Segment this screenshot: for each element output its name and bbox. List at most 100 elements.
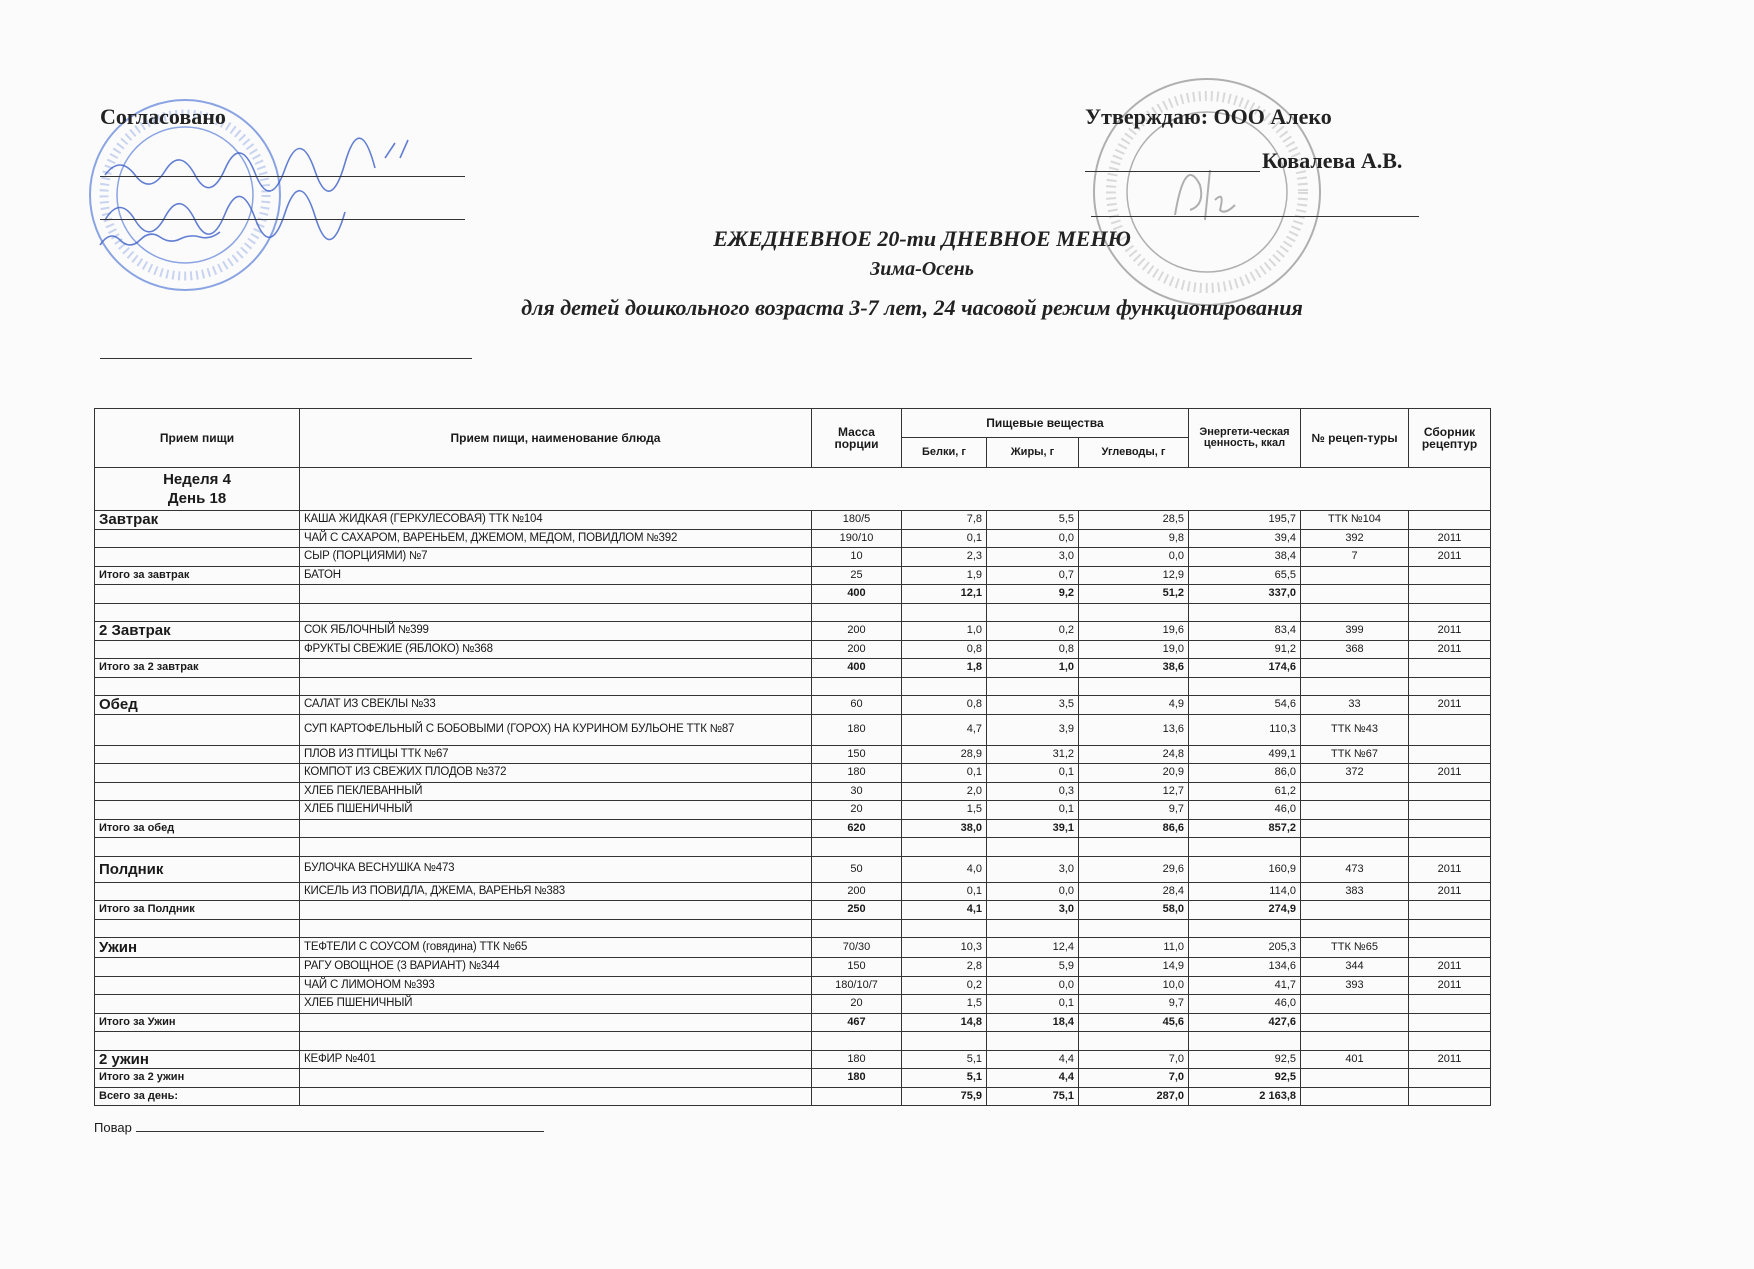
fat-cell: 5,5	[986, 510, 1079, 530]
carbs-cell: 12,7	[1078, 781, 1189, 801]
season-title: Зима-Осень	[870, 258, 974, 280]
recipe-cell	[1300, 658, 1409, 678]
header-nutrients: Пищевые вещества	[901, 408, 1189, 438]
right-stamp	[1093, 78, 1321, 306]
mass-cell: 467	[811, 1012, 902, 1032]
fat-cell: 0,7	[986, 565, 1079, 585]
carbs-cell	[1078, 676, 1189, 696]
dish-cell	[299, 1086, 812, 1106]
meal-cell	[94, 957, 300, 977]
fat-cell: 0,1	[986, 994, 1079, 1014]
recipe-cell	[1300, 565, 1409, 585]
mass-cell	[811, 1086, 902, 1106]
mass-cell: 620	[811, 818, 902, 838]
recipe-cell	[1300, 676, 1409, 696]
recipe-cell	[1300, 1012, 1409, 1032]
meal-cell: 2 Завтрак	[94, 621, 300, 641]
dish-cell	[299, 818, 812, 838]
recipe-cell	[1300, 584, 1409, 604]
recipe-cell: 33	[1300, 695, 1409, 715]
dish-cell: СЫР (ПОРЦИЯМИ) №7	[299, 547, 812, 567]
dish-cell: ФРУКТЫ СВЕЖИЕ (ЯБЛОКО) №368	[299, 639, 812, 659]
menu-table: Прием пищи Прием пищи, наименование блюд…	[94, 408, 1491, 1106]
collection-cell: 2011	[1408, 547, 1491, 567]
meal-cell: Полдник	[94, 855, 300, 883]
fat-cell: 9,2	[986, 584, 1079, 604]
meal-cell	[94, 800, 300, 820]
protein-cell: 2,8	[901, 957, 987, 977]
agreed-label: Согласовано	[100, 104, 226, 129]
carbs-cell	[1078, 602, 1189, 622]
week-row-blank	[299, 467, 1491, 511]
approver-name: Ковалева А.В.	[1262, 148, 1403, 173]
fat-cell: 3,0	[986, 855, 1079, 883]
recipe-cell	[1300, 1086, 1409, 1106]
mass-cell: 180	[811, 1068, 902, 1088]
total-row: Итого за Ужин 467 14,8 18,4 45,6 427,6	[94, 1012, 1491, 1032]
protein-cell: 5,1	[901, 1068, 987, 1088]
protein-cell: 4,1	[901, 900, 987, 920]
recipe-cell: ТТК №65	[1300, 937, 1409, 958]
dish-cell: САЛАТ ИЗ СВЕКЛЫ №33	[299, 695, 812, 715]
week-day-cell: Неделя 4 День 18	[94, 467, 300, 511]
meal-cell: Итого за 2 завтрак	[94, 658, 300, 678]
fat-cell: 3,0	[986, 900, 1079, 920]
table-row: СЫР (ПОРЦИЯМИ) №7 10 2,3 3,0 0,0 38,4 7 2011	[94, 547, 1491, 567]
mass-cell	[811, 837, 902, 857]
protein-cell	[901, 1031, 987, 1051]
protein-cell: 0,1	[901, 763, 987, 783]
energy-cell	[1188, 676, 1301, 696]
header-collection: Сборник рецептур	[1408, 408, 1491, 468]
carbs-cell: 29,6	[1078, 855, 1189, 883]
fat-cell: 12,4	[986, 937, 1079, 958]
collection-cell	[1408, 837, 1491, 857]
fat-cell: 3,5	[986, 695, 1079, 715]
protein-cell: 4,0	[901, 855, 987, 883]
spacer-row	[94, 918, 1491, 938]
meal-cell	[94, 975, 300, 995]
meal-cell: Итого за 2 ужин	[94, 1068, 300, 1088]
recipe-cell	[1300, 781, 1409, 801]
table-row: Полдник БУЛОЧКА ВЕСНУШКА №473 50 4,0 3,0 29,6…	[94, 855, 1491, 883]
protein-cell: 1,8	[901, 658, 987, 678]
carbs-cell: 38,6	[1078, 658, 1189, 678]
table-row: ХЛЕБ ПШЕНИЧНЫЙ 20 1,5 0,1 9,7 46,0	[94, 994, 1491, 1014]
signature-line	[100, 176, 465, 177]
collection-cell: 2011	[1408, 957, 1491, 977]
collection-cell	[1408, 900, 1491, 920]
mass-cell: 150	[811, 744, 902, 764]
left-stamp	[89, 99, 281, 291]
total-row: Всего за день: 75,9 75,1 287,0 2 163,8	[94, 1086, 1491, 1106]
mass-cell: 60	[811, 695, 902, 715]
meal-cell: Итого за завтрак	[94, 565, 300, 585]
carbs-cell: 20,9	[1078, 763, 1189, 783]
dish-cell: ПЛОВ ИЗ ПТИЦЫ ТТК №67	[299, 744, 812, 764]
carbs-cell: 11,0	[1078, 937, 1189, 958]
protein-cell: 2,3	[901, 547, 987, 567]
energy-cell: 337,0	[1188, 584, 1301, 604]
collection-cell: 2011	[1408, 975, 1491, 995]
mass-cell	[811, 676, 902, 696]
energy-cell: 427,6	[1188, 1012, 1301, 1032]
carbs-cell: 24,8	[1078, 744, 1189, 764]
left-signature	[99, 137, 409, 246]
meal-cell	[94, 639, 300, 659]
dish-cell	[299, 658, 812, 678]
protein-cell: 1,0	[901, 621, 987, 641]
mass-cell: 190/10	[811, 528, 902, 548]
recipe-cell	[1300, 918, 1409, 938]
header-meal: Прием пищи	[94, 408, 300, 468]
carbs-cell: 28,5	[1078, 510, 1189, 530]
meal-cell	[94, 602, 300, 622]
recipe-cell	[1300, 818, 1409, 838]
header-recipe: № рецеп-туры	[1300, 408, 1409, 468]
carbs-cell: 58,0	[1078, 900, 1189, 920]
meal-cell: Итого за Полдник	[94, 900, 300, 920]
energy-cell: 499,1	[1188, 744, 1301, 764]
mass-cell: 180	[811, 1049, 902, 1069]
energy-cell: 38,4	[1188, 547, 1301, 567]
total-row: Итого за 2 ужин 180 5,1 4,4 7,0 92,5	[94, 1068, 1491, 1088]
recipe-cell	[1300, 1031, 1409, 1051]
protein-cell: 1,5	[901, 994, 987, 1014]
carbs-cell: 51,2	[1078, 584, 1189, 604]
